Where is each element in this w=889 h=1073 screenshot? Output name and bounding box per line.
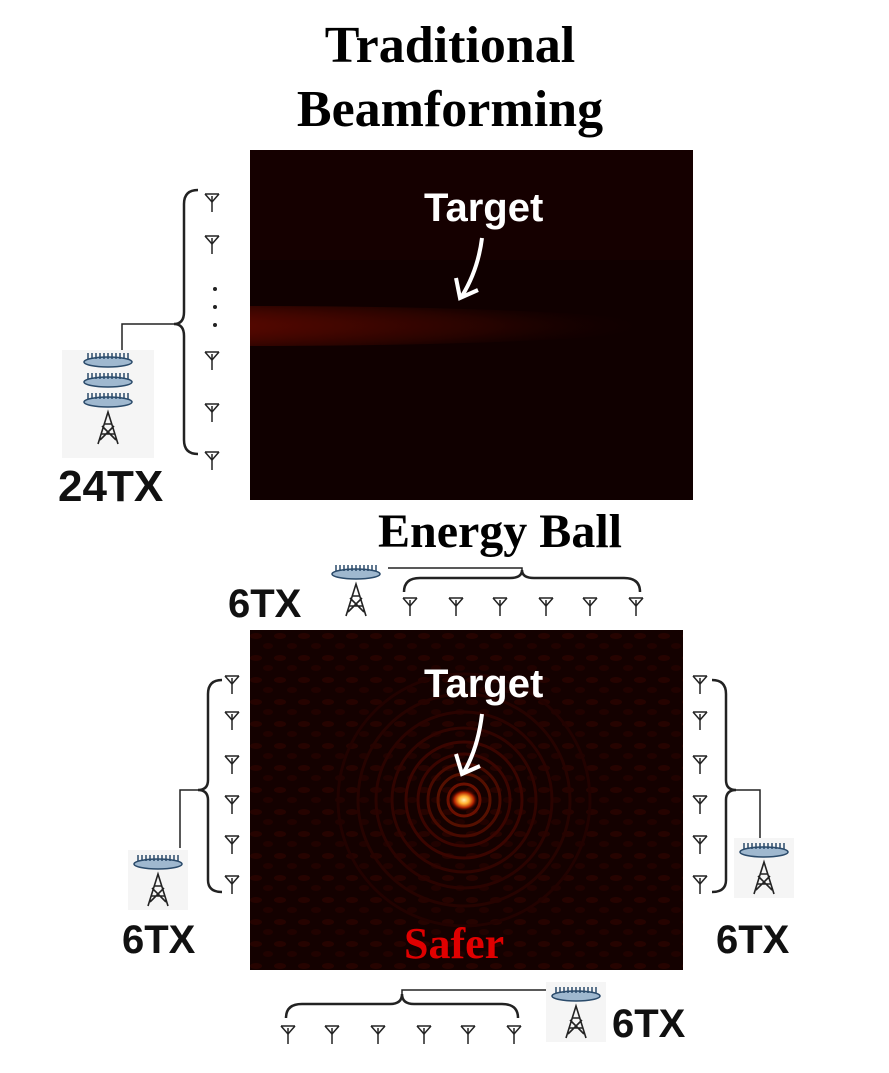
curly-brace	[284, 993, 520, 1019]
title-traditional-line1: Traditional	[324, 17, 576, 74]
antenna-icon	[224, 675, 240, 895]
curly-brace	[197, 678, 223, 894]
target-label-top: Target	[424, 186, 544, 230]
tower-icon	[546, 982, 606, 1042]
antenna-icon	[204, 193, 220, 471]
antenna-icon	[692, 675, 708, 895]
tower-icon	[62, 350, 154, 458]
tx-label-bottom: 6TX	[612, 1002, 686, 1046]
heatmap-traditional-beamforming	[250, 150, 693, 500]
curly-brace	[173, 188, 199, 456]
tower-icon	[734, 838, 794, 898]
tower-icon	[331, 564, 381, 617]
target-label-bottom: Target	[424, 662, 544, 706]
tx-label-24: 24TX	[58, 462, 164, 511]
antenna-icon	[402, 597, 644, 617]
curly-brace	[711, 678, 737, 894]
title-traditional-line2: Beamforming	[296, 81, 604, 138]
antenna-icon	[280, 1025, 522, 1045]
arrow-down-icon	[462, 713, 484, 774]
title-energy-ball: Energy Ball	[377, 505, 622, 558]
tx-label-top: 6TX	[228, 582, 302, 626]
arrow-down-icon	[460, 237, 484, 298]
tx-label-left: 6TX	[122, 918, 196, 962]
safer-label: Safer	[404, 919, 505, 968]
tx-label-right: 6TX	[716, 918, 790, 962]
heatmap-energy-ball	[250, 630, 683, 970]
tower-icon	[128, 850, 188, 910]
curly-brace	[402, 569, 642, 593]
